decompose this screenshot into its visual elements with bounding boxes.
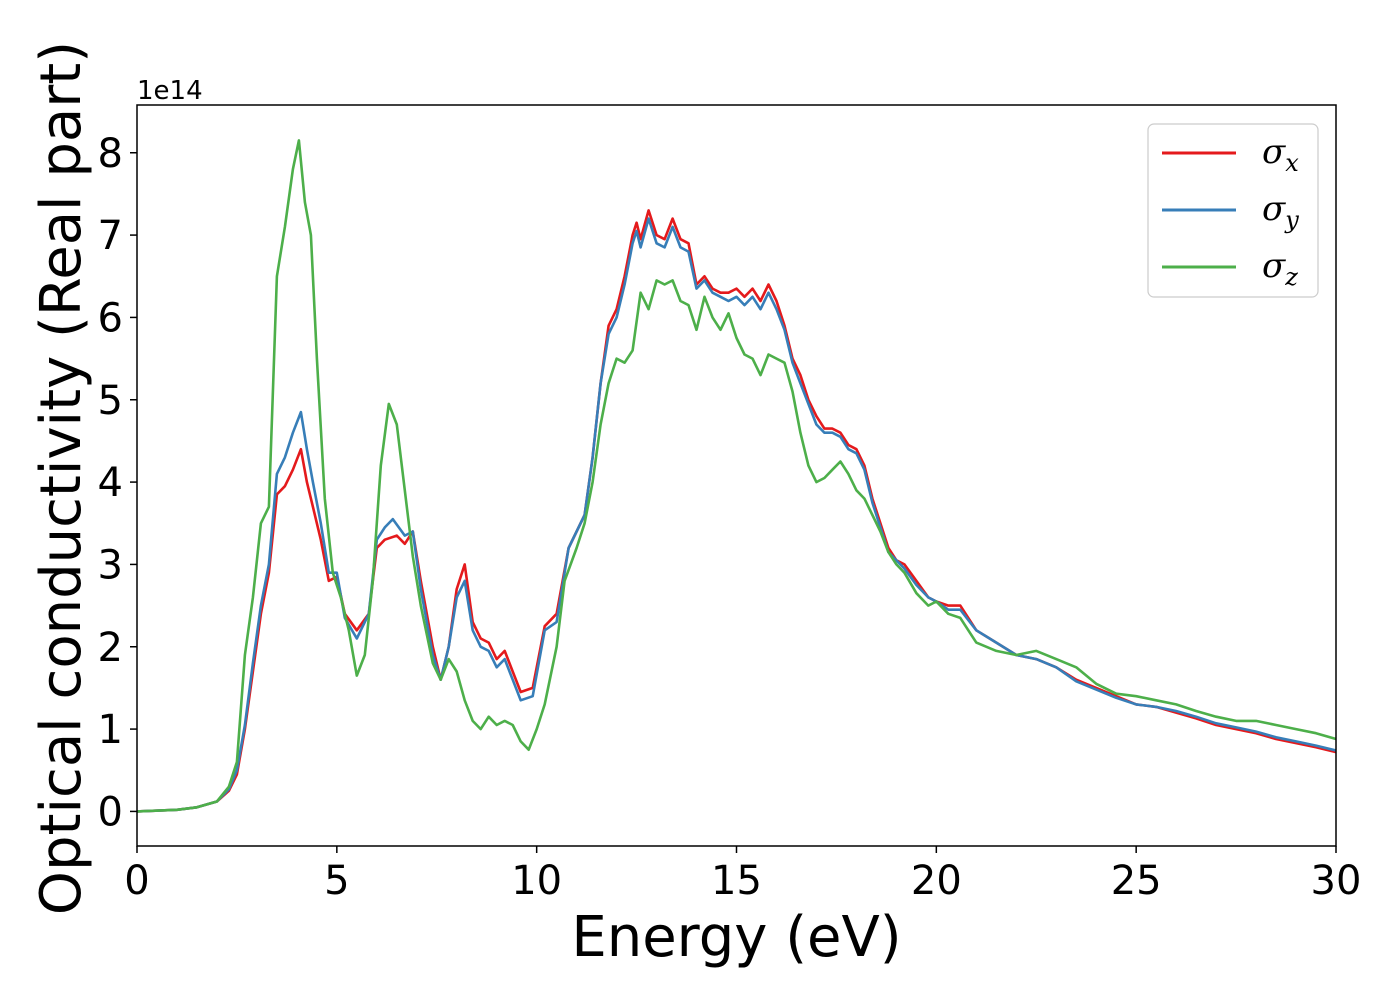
legend-label-sub: x: [1285, 149, 1299, 177]
y-tick-label: 2: [98, 625, 123, 671]
y-tick-label: 7: [98, 213, 123, 259]
x-tick-label: 25: [1111, 858, 1162, 904]
x-tick-label: 0: [124, 858, 149, 904]
legend-label-main: σ: [1262, 246, 1286, 286]
y-tick-label: 4: [98, 460, 123, 506]
x-tick-label: 20: [911, 858, 962, 904]
legend-label-main: σ: [1262, 132, 1286, 172]
series-line-y: [137, 217, 1336, 813]
y-tick-label: 3: [98, 542, 123, 588]
y-tick-label: 5: [98, 378, 123, 424]
legend-label-sub: y: [1284, 206, 1299, 234]
x-tick-label: 10: [511, 858, 562, 904]
y-axis-title: Optical conductivity (Real part): [29, 41, 94, 915]
x-axis-title: Energy (eV): [571, 905, 901, 970]
series-line-x: [137, 209, 1336, 813]
y-tick-label: 6: [98, 295, 123, 341]
y-offset-label: 1e14: [137, 76, 203, 106]
x-tick-label: 5: [324, 858, 349, 904]
x-tick-label: 30: [1311, 858, 1362, 904]
legend-label-x: σx: [1262, 132, 1299, 177]
legend-label-y: σy: [1262, 189, 1299, 234]
y-tick-label: 1: [98, 707, 123, 753]
y-tick-label: 8: [98, 131, 123, 177]
y-axis: 0 1 2 3 4 5 6 7 8: [98, 131, 137, 835]
x-tick-label: 15: [711, 858, 762, 904]
legend-label-z: σz: [1262, 246, 1298, 291]
y-tick-label: 0: [98, 789, 123, 835]
x-axis: 0 5 10 15 20 25 30: [124, 846, 1361, 904]
legend-label-main: σ: [1262, 189, 1286, 229]
series-layer: [137, 139, 1336, 813]
series-line-z: [137, 139, 1336, 813]
legend-label-sub: z: [1284, 263, 1298, 291]
